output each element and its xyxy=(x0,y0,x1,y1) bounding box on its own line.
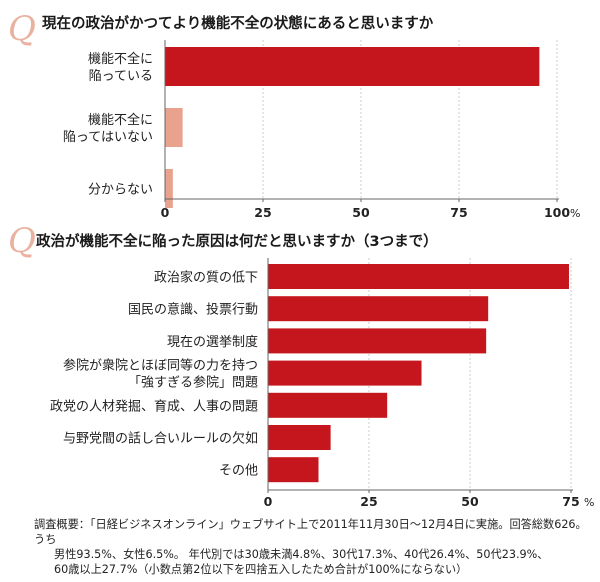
axis-unit: % xyxy=(584,496,594,509)
tick-label: 50 xyxy=(461,494,479,509)
tick-label: 50 xyxy=(352,205,370,220)
category-label: 政治家の質の低下 xyxy=(154,270,258,286)
footnote-line: 調査概要：「日経ビジネスオンライン」ウェブサイト上で2011年11月30日〜12… xyxy=(34,518,587,546)
tick-label: 25 xyxy=(254,205,271,220)
bar xyxy=(268,425,331,450)
category-label: 分からない xyxy=(88,183,153,198)
tick-label: 100 xyxy=(544,205,570,220)
chart-machine-dysfunction: Q 現在の政治がかつてより機能不全の状態にあると思いますか機能不全に陥っている機能… xyxy=(8,9,580,220)
bar xyxy=(165,169,173,208)
category-label: 政党の人材発掘、育成、人事の問題 xyxy=(50,398,258,414)
category-label: その他 xyxy=(219,464,258,479)
tick-label: 0 xyxy=(161,205,170,220)
category-label: 「強すぎる参院」問題 xyxy=(128,375,258,391)
q-icon: Q xyxy=(8,221,36,261)
bar xyxy=(268,264,569,289)
chart-dysfunction-causes: Q 政治が機能不全に陥った原因は何だと思いますか（3つまで） 政治家の質の低下国民の… xyxy=(8,221,594,509)
bar xyxy=(165,47,540,86)
category-label: 参院が衆院とほぼ同等の力を持つ xyxy=(63,358,258,374)
bar xyxy=(268,296,489,322)
bar xyxy=(268,360,422,386)
survey-footnote: 調査概要：「日経ビジネスオンライン」ウェブサイト上で2011年11月30日〜12… xyxy=(34,517,590,577)
tick-label: 25 xyxy=(360,494,377,509)
bar xyxy=(268,392,388,418)
category-label: 与野党間の話し合いルールの欠如 xyxy=(63,431,258,447)
tick-label: 0 xyxy=(264,494,273,509)
tick-label: 75 xyxy=(450,205,467,220)
axis-unit: % xyxy=(570,207,580,220)
tick-label: 75 xyxy=(562,494,579,509)
footnote-line: 60歳以上27.7%（小数点第2位以下を四捨五入したため合計が100%にならない… xyxy=(54,563,468,576)
category-label: 陥っている xyxy=(89,69,153,84)
category-label: 機能不全に xyxy=(88,112,153,128)
bar xyxy=(268,457,319,483)
category-label: 陥ってはいない xyxy=(63,130,153,145)
footnote-line: 男性93.5%、女性6.5%。 年代別では30歳未満4.8%、30代17.3%、… xyxy=(54,548,549,561)
bar xyxy=(268,328,487,354)
category-label: 国民の意識、投票行動 xyxy=(128,302,258,318)
category-label: 現在の選挙制度 xyxy=(167,334,258,350)
bar xyxy=(165,108,183,147)
chart-title: 現在の政治がかつてより機能不全の状態にあると思いますか xyxy=(42,14,434,32)
category-label: 機能不全に xyxy=(88,51,153,67)
chart-title: 政治が機能不全に陥った原因は何だと思いますか（3つまで） xyxy=(36,232,438,250)
q-icon: Q xyxy=(8,9,36,49)
